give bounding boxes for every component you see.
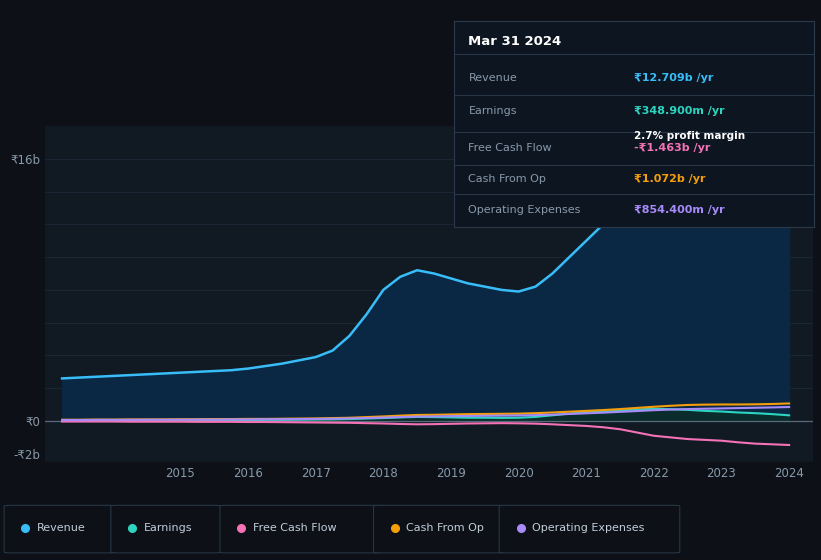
FancyBboxPatch shape (4, 505, 115, 553)
Text: Revenue: Revenue (469, 73, 517, 83)
FancyBboxPatch shape (499, 505, 680, 553)
Text: ₹12.709b /yr: ₹12.709b /yr (634, 73, 713, 83)
Text: Earnings: Earnings (144, 523, 192, 533)
Text: Operating Expenses: Operating Expenses (532, 523, 644, 533)
Text: Revenue: Revenue (37, 523, 85, 533)
Text: Mar 31 2024: Mar 31 2024 (469, 35, 562, 48)
Text: Operating Expenses: Operating Expenses (469, 206, 580, 215)
Text: Free Cash Flow: Free Cash Flow (253, 523, 337, 533)
Text: 2.7% profit margin: 2.7% profit margin (634, 131, 745, 141)
FancyBboxPatch shape (111, 505, 222, 553)
FancyBboxPatch shape (220, 505, 380, 553)
Text: Cash From Op: Cash From Op (469, 174, 546, 184)
Text: ₹1.072b /yr: ₹1.072b /yr (634, 174, 705, 184)
Text: Earnings: Earnings (469, 106, 517, 116)
Text: ₹854.400m /yr: ₹854.400m /yr (634, 206, 724, 215)
Text: -₹1.463b /yr: -₹1.463b /yr (634, 143, 710, 153)
FancyBboxPatch shape (374, 505, 505, 553)
Text: ₹348.900m /yr: ₹348.900m /yr (634, 106, 724, 116)
Text: Free Cash Flow: Free Cash Flow (469, 143, 552, 153)
Text: Cash From Op: Cash From Op (406, 523, 484, 533)
